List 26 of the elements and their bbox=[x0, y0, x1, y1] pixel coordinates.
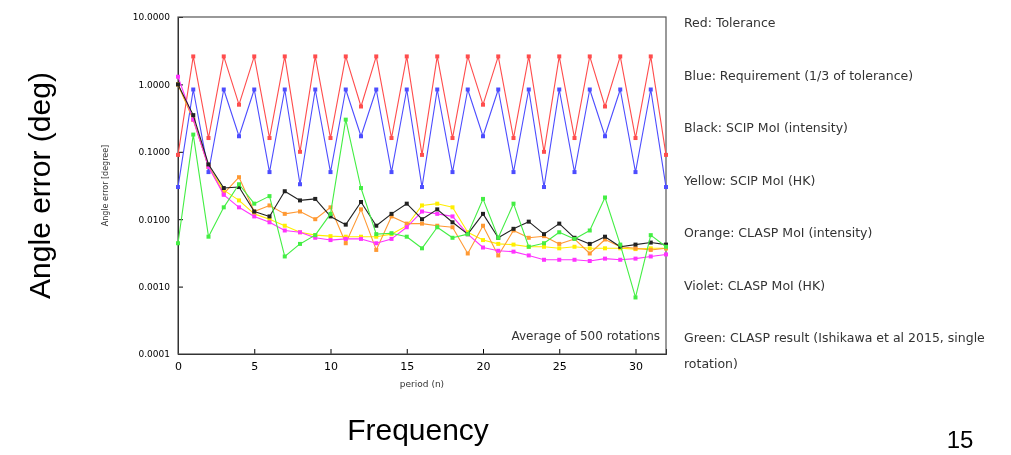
y-tick-label: 0.0010 bbox=[138, 281, 171, 292]
text: Blue: Requirement (1/3 of tolerance) bbox=[684, 66, 915, 85]
x-tick-label: 25 bbox=[552, 359, 567, 373]
x-tick-label: 20 bbox=[476, 359, 491, 373]
x-tick-label: 30 bbox=[629, 359, 643, 373]
y-tick-label: 10.0000 bbox=[132, 12, 171, 23]
y-tick-label: 1.0000 bbox=[138, 79, 171, 90]
text: Angle error (deg) bbox=[23, 72, 56, 299]
y-tick-label: 0.0100 bbox=[138, 214, 171, 225]
text: Black: SCIP MoI (intensity) bbox=[684, 119, 849, 137]
x-tick-label: 0 bbox=[175, 359, 182, 373]
y-axis-title: Angle error [degree] bbox=[101, 144, 110, 227]
text: Frequency bbox=[347, 413, 489, 446]
text: Green: CLASP result (Ishikawa et al 2015, single rotation) bbox=[684, 329, 986, 373]
annotation: Average of 500 rotations bbox=[511, 329, 660, 343]
text: Red: Tolerance bbox=[684, 14, 777, 32]
text: 15 bbox=[946, 426, 974, 453]
y-tick-label: 0.1000 bbox=[138, 147, 171, 158]
y-tick-label: 0.0001 bbox=[138, 349, 170, 360]
x-tick-label: 10 bbox=[324, 359, 338, 373]
x-tick-label: 15 bbox=[400, 359, 415, 373]
text: Orange: CLASP MoI (intensity) bbox=[684, 224, 874, 242]
x-axis-title: period (n) bbox=[399, 379, 445, 389]
x-tick-label: 5 bbox=[251, 359, 259, 373]
text: Yellow: SCIP MoI (HK) bbox=[684, 171, 817, 190]
text: Violet: CLASP MoI (HK) bbox=[684, 276, 827, 295]
